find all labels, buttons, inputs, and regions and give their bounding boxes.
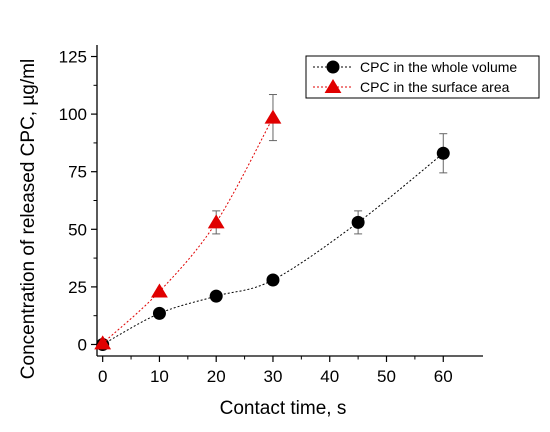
data-point: [152, 306, 166, 320]
x-tick-label: 60: [434, 367, 453, 386]
x-axis-label: Contact time, s: [220, 398, 347, 419]
series-2: [94, 94, 282, 350]
data-point: [266, 273, 280, 287]
series-1: [96, 133, 450, 351]
x-tick-label: 20: [207, 367, 226, 386]
y-tick-label: 25: [68, 278, 87, 297]
data-point: [209, 289, 223, 303]
data-point: [351, 215, 365, 229]
x-tick-label: 30: [264, 367, 283, 386]
series-line: [102, 117, 274, 344]
legend-box: [305, 55, 540, 99]
legend-label: CPC in the surface area: [360, 79, 510, 95]
legend: CPC in the whole volume CPC in the surfac…: [305, 55, 540, 99]
legend-marker: [324, 79, 342, 93]
y-tick-label: 75: [68, 163, 87, 182]
plot-area: [94, 94, 450, 351]
y-tick-label: 0: [78, 335, 87, 354]
data-point: [264, 109, 282, 124]
x-tick-label: 10: [150, 367, 169, 386]
x-tick-label: 50: [377, 367, 396, 386]
data-point: [94, 335, 112, 350]
x-tick-label: 40: [320, 367, 339, 386]
legend-label: CPC in the whole volume: [360, 59, 517, 75]
data-point: [207, 214, 225, 229]
y-tick-label: 125: [59, 48, 87, 67]
data-point: [436, 146, 450, 160]
y-tick-label: 50: [68, 220, 87, 239]
data-point: [151, 283, 168, 298]
y-axis-label: Concentration of released CPC, µg/ml: [18, 59, 39, 379]
y-tick-label: 100: [59, 105, 87, 124]
legend-marker: [326, 60, 340, 74]
axes: 0 10 20 30 40 50 60 0 25 50 75 100 125: [59, 45, 483, 386]
x-tick-label: 0: [98, 367, 107, 386]
